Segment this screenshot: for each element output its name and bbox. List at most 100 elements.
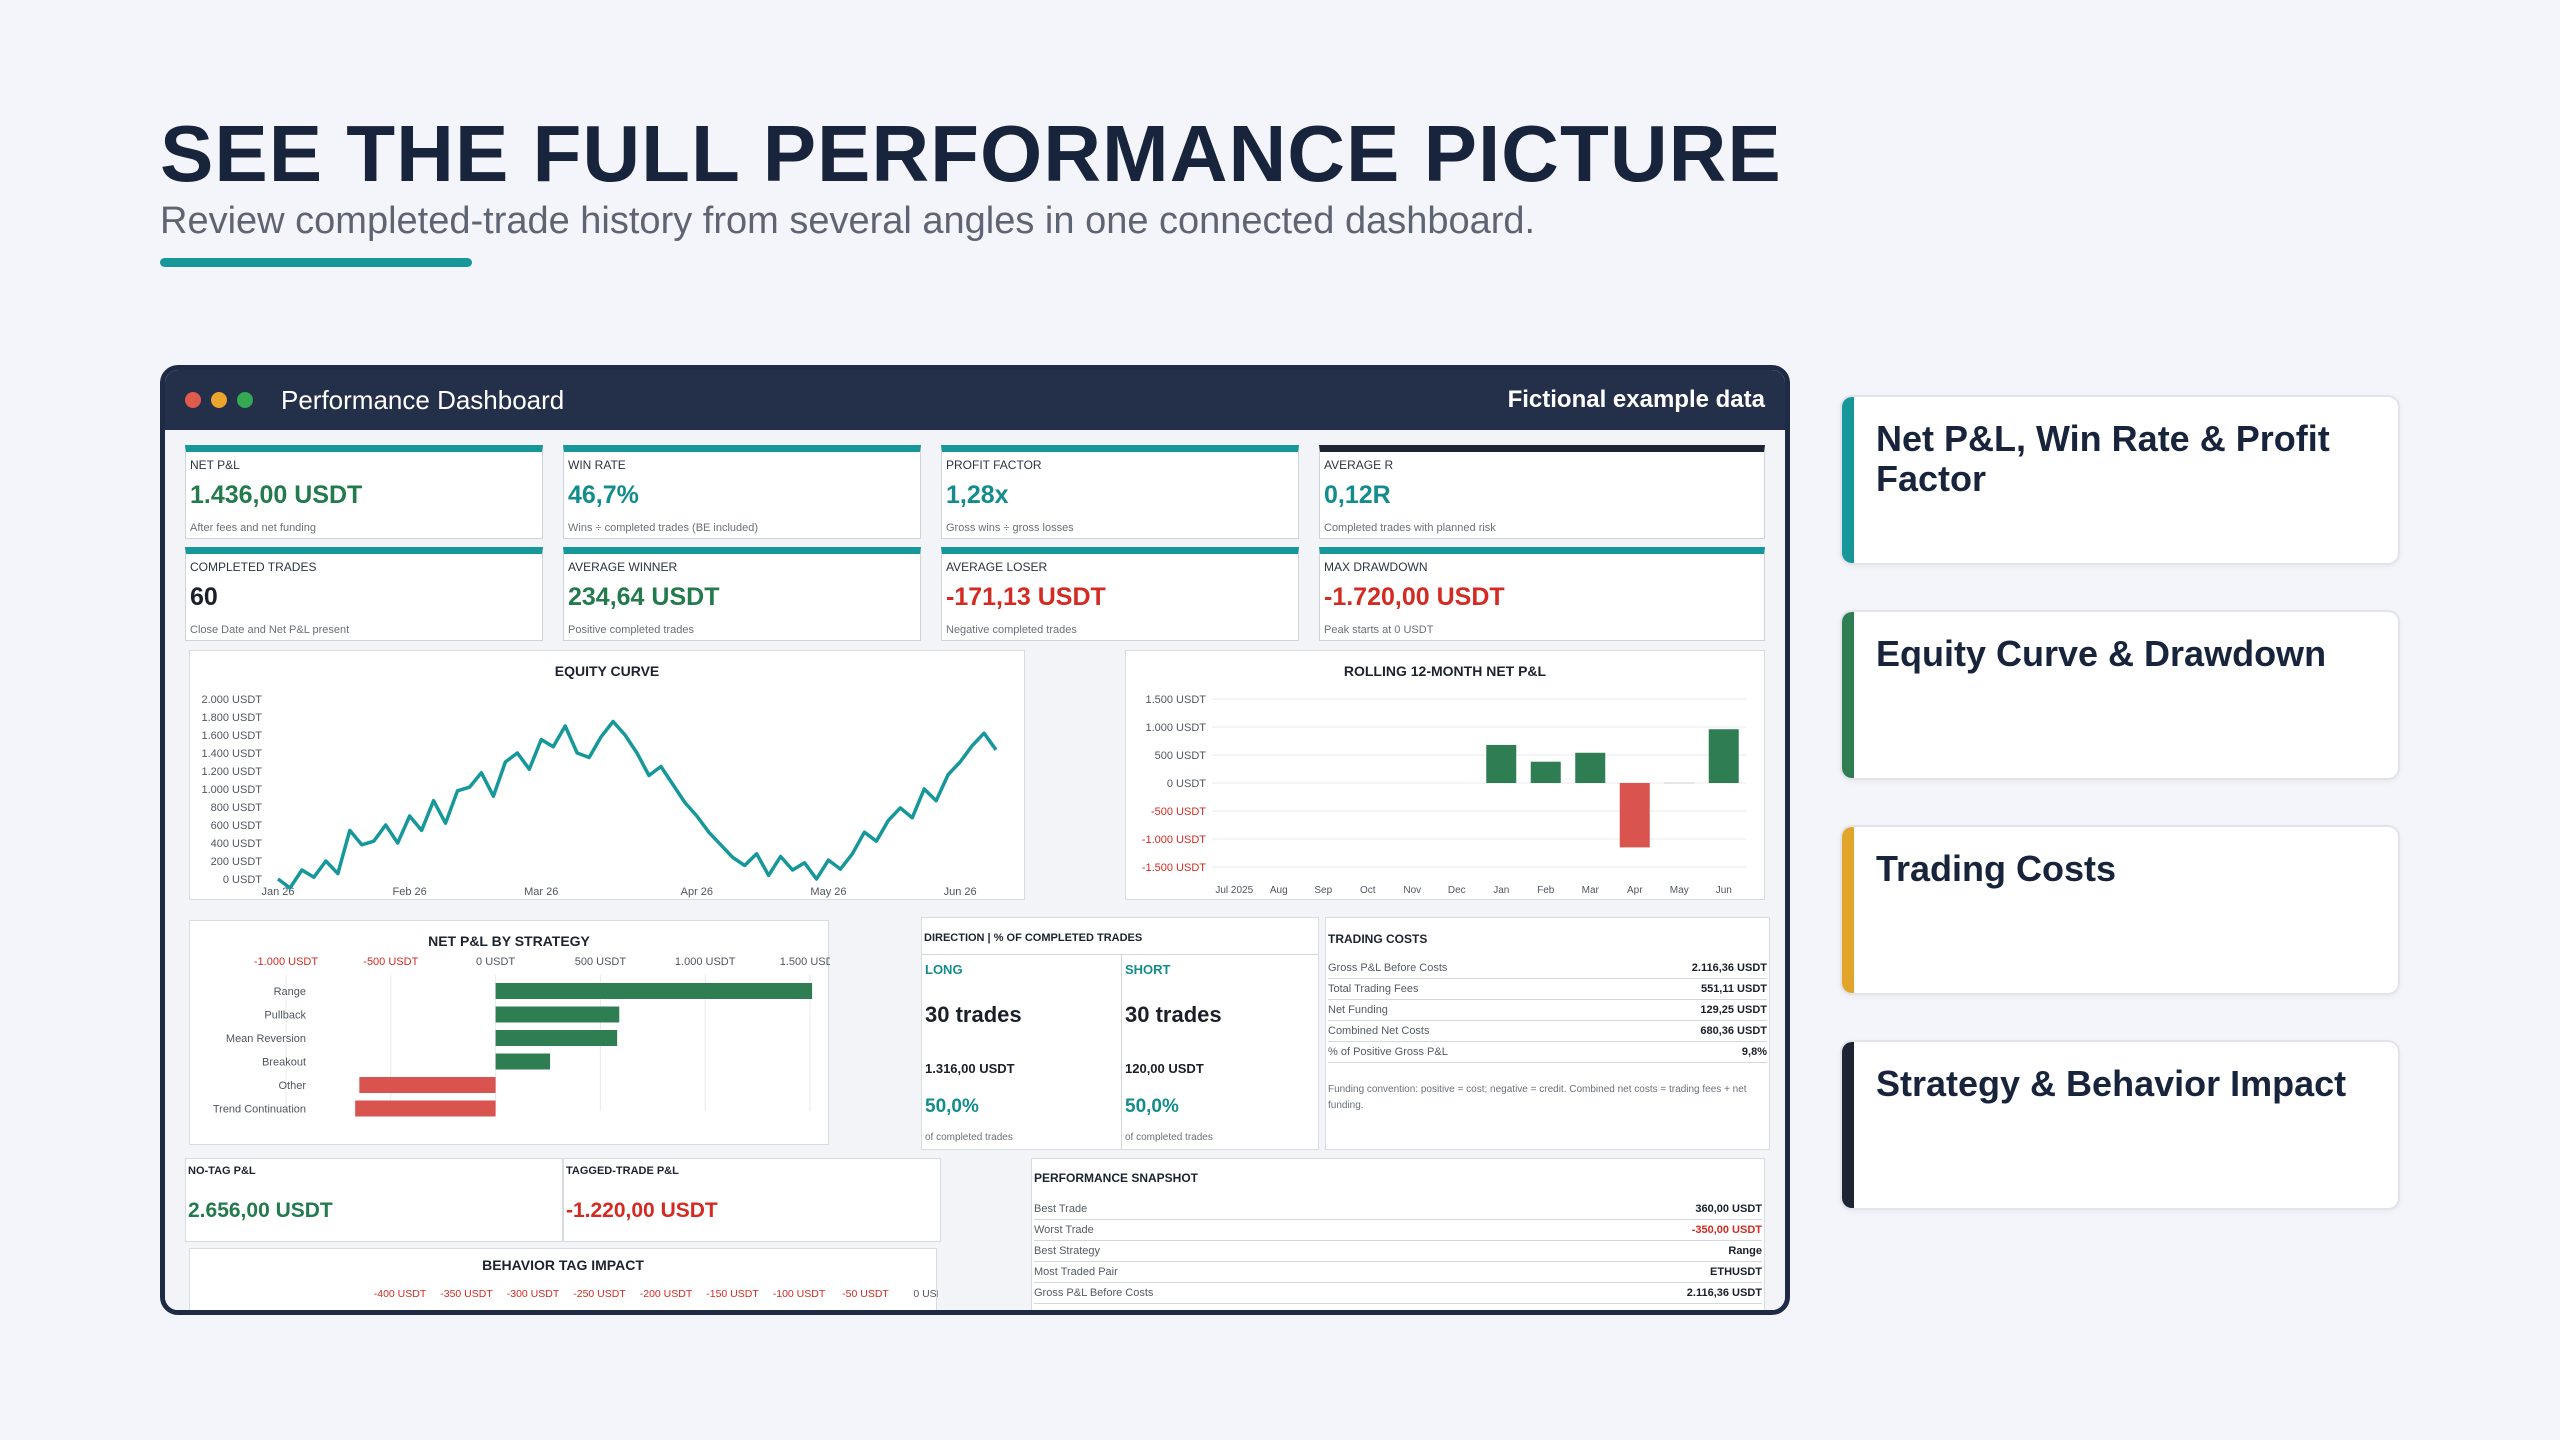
kpi-label: AVERAGE WINNER bbox=[568, 560, 678, 574]
long-usdt: 1.316,00 USDT bbox=[925, 1061, 1015, 1076]
x-tick-label: Feb bbox=[1537, 885, 1555, 896]
short-usdt: 120,00 USDT bbox=[1125, 1061, 1204, 1076]
short-label: SHORT bbox=[1125, 962, 1171, 977]
kpi-note: Peak starts at 0 USDT bbox=[1324, 624, 1434, 636]
strategy-bar bbox=[495, 1053, 551, 1070]
cost-row: Total Trading Fees 551,11 USDT bbox=[1328, 979, 1767, 1000]
minimize-window-icon[interactable] bbox=[211, 392, 227, 408]
y-tick-label: 1.500 USDT bbox=[1145, 694, 1206, 706]
no-tag-value: 2.656,00 USDT bbox=[188, 1199, 333, 1222]
kpi-note: Negative completed trades bbox=[946, 624, 1077, 636]
long-pct: 50,0% bbox=[925, 1096, 979, 1117]
hero-subtitle: Review completed-trade history from seve… bbox=[160, 200, 1536, 242]
feature-card-costs: Trading Costs bbox=[1840, 825, 2400, 995]
x-tick-label: -250 USDT bbox=[573, 1288, 626, 1300]
short-trades: 30 trades bbox=[1125, 1002, 1222, 1027]
kpi-label: COMPLETED TRADES bbox=[190, 560, 317, 574]
x-tick-label: Nov bbox=[1403, 885, 1421, 896]
strategy-pnl-panel: NET P&L BY STRATEGY -1.000 USDT -500 USDT… bbox=[189, 920, 830, 1145]
y-tick-label: 0 USDT bbox=[223, 874, 262, 886]
y-tick-label: 600 USDT bbox=[211, 820, 263, 832]
kpi-label: MAX DRAWDOWN bbox=[1324, 560, 1428, 574]
y-tick-label: 1.000 USDT bbox=[201, 784, 262, 796]
hero-underline bbox=[160, 258, 472, 267]
behavior-impact-axis: -400 USDT -350 USDT -300 USDT -250 USDT -200… bbox=[374, 1288, 938, 1300]
category-label: Range bbox=[274, 986, 306, 998]
feature-card-strategy: Strategy & Behavior Impact bbox=[1840, 1040, 2400, 1210]
x-tick-label: Jul 2025 bbox=[1215, 885, 1253, 896]
y-tick-label: -500 USDT bbox=[1151, 806, 1206, 818]
feature-accent bbox=[1842, 612, 1854, 778]
y-tick-label: 1.600 USDT bbox=[201, 730, 262, 742]
kpi-average-loser: AVERAGE LOSER -171,13 USDT Negative comp… bbox=[941, 547, 1299, 641]
x-tick-label: Feb 26 bbox=[393, 886, 427, 898]
x-tick-label: Aug bbox=[1270, 885, 1288, 896]
direction-panel: DIRECTION | % OF COMPLETED TRADES LONG 3… bbox=[921, 917, 1319, 1150]
x-tick-label: Oct bbox=[1360, 885, 1376, 896]
y-tick-label: 2.000 USDT bbox=[201, 694, 262, 706]
y-tick-label: 800 USDT bbox=[211, 802, 263, 814]
strategy-bar bbox=[355, 1100, 496, 1117]
kpi-note: Gross wins ÷ gross losses bbox=[946, 522, 1074, 534]
rolling-bar bbox=[1530, 761, 1561, 783]
rolling-bar bbox=[1575, 752, 1606, 783]
x-tick-label: -400 USDT bbox=[374, 1288, 427, 1300]
kpi-value: -171,13 USDT bbox=[946, 583, 1106, 611]
kpi-label: AVERAGE LOSER bbox=[946, 560, 1048, 574]
close-window-icon[interactable] bbox=[185, 392, 201, 408]
feature-label: Net P&L, Win Rate & Profit Factor bbox=[1876, 418, 2330, 499]
cost-row: Combined Net Costs 680,36 USDT bbox=[1328, 1021, 1767, 1042]
x-tick-label: Jun bbox=[1716, 885, 1732, 896]
category-label: Pullback bbox=[264, 1010, 306, 1022]
tagged-label: TAGGED-TRADE P&L bbox=[566, 1165, 679, 1177]
kpi-note: Wins ÷ completed trades (BE included) bbox=[568, 522, 759, 534]
y-tick-label: 400 USDT bbox=[211, 838, 263, 850]
kpi-value: -1.720,00 USDT bbox=[1324, 583, 1505, 611]
maximize-window-icon[interactable] bbox=[237, 392, 253, 408]
snapshot-row: Gross P&L Before Costs 2.116,36 USDT bbox=[1034, 1283, 1762, 1304]
category-label: Mean Reversion bbox=[226, 1033, 306, 1045]
direction-title: DIRECTION | % OF COMPLETED TRADES bbox=[924, 932, 1143, 944]
x-tick-label: -1.000 USDT bbox=[254, 956, 318, 968]
feature-label: Equity Curve & Drawdown bbox=[1876, 633, 2327, 674]
kpi-value: 1,28x bbox=[946, 481, 1009, 509]
x-tick-label: Apr bbox=[1627, 885, 1643, 896]
y-tick-label: 1.800 USDT bbox=[201, 712, 262, 724]
feature-card-pnl: Net P&L, Win Rate & Profit Factor bbox=[1840, 395, 2400, 565]
equity-curve-panel: EQUITY CURVE 2.000 USDT 1.800 USDT 1.600 U… bbox=[189, 650, 1025, 900]
dashboard-window: Performance Dashboard Fictional example … bbox=[160, 365, 1790, 1315]
tagged-panel: TAGGED-TRADE P&L -1.220,00 USDT bbox=[563, 1158, 941, 1242]
tagged-value: -1.220,00 USDT bbox=[566, 1199, 718, 1222]
x-tick-label: 1.000 USDT bbox=[675, 956, 736, 968]
kpi-average-r: AVERAGE R 0,12R Completed trades with pl… bbox=[1319, 445, 1765, 539]
snapshot-row: Best Trade 360,00 USDT bbox=[1034, 1199, 1762, 1220]
kpi-note: Close Date and Net P&L present bbox=[190, 624, 350, 636]
x-tick-label: Dec bbox=[1448, 885, 1466, 896]
example-data-badge: Fictional example data bbox=[1507, 386, 1765, 413]
feature-label: Strategy & Behavior Impact bbox=[1876, 1063, 2347, 1104]
rolling-pnl-chart: 1.500 USDT 1.000 USDT 500 USDT 0 USDT -500 U… bbox=[1142, 694, 1746, 896]
feature-accent bbox=[1842, 827, 1854, 993]
x-tick-label: -200 USDT bbox=[640, 1288, 693, 1300]
trading-costs-title: TRADING COSTS bbox=[1328, 932, 1428, 946]
x-tick-label: -50 USDT bbox=[842, 1288, 889, 1300]
kpi-value: 60 bbox=[190, 583, 218, 611]
y-tick-label: 1.000 USDT bbox=[1145, 722, 1206, 734]
y-tick-label: -1.500 USDT bbox=[1142, 862, 1206, 874]
x-tick-label: -150 USDT bbox=[706, 1288, 759, 1300]
rolling-pnl-title: ROLLING 12-MONTH NET P&L bbox=[1343, 663, 1547, 679]
feature-accent bbox=[1842, 397, 1854, 563]
x-tick-label: May bbox=[1670, 885, 1689, 896]
strategy-pnl-title: NET P&L BY STRATEGY bbox=[428, 933, 590, 949]
kpi-average-winner: AVERAGE WINNER 234,64 USDT Positive comp… bbox=[563, 547, 921, 641]
long-note: of completed trades bbox=[925, 1132, 1013, 1143]
window-titlebar: Performance Dashboard Fictional example … bbox=[165, 370, 1785, 430]
x-tick-label: -100 USDT bbox=[773, 1288, 826, 1300]
kpi-note: Completed trades with planned risk bbox=[1324, 522, 1496, 534]
x-tick-label: Sep bbox=[1314, 885, 1332, 896]
x-tick-label: 0 USDT bbox=[913, 1288, 938, 1300]
kpi-label: NET P&L bbox=[190, 458, 240, 472]
kpi-value: 234,64 USDT bbox=[568, 583, 720, 611]
y-tick-label: 1.400 USDT bbox=[201, 748, 262, 760]
rolling-bar bbox=[1486, 744, 1517, 783]
